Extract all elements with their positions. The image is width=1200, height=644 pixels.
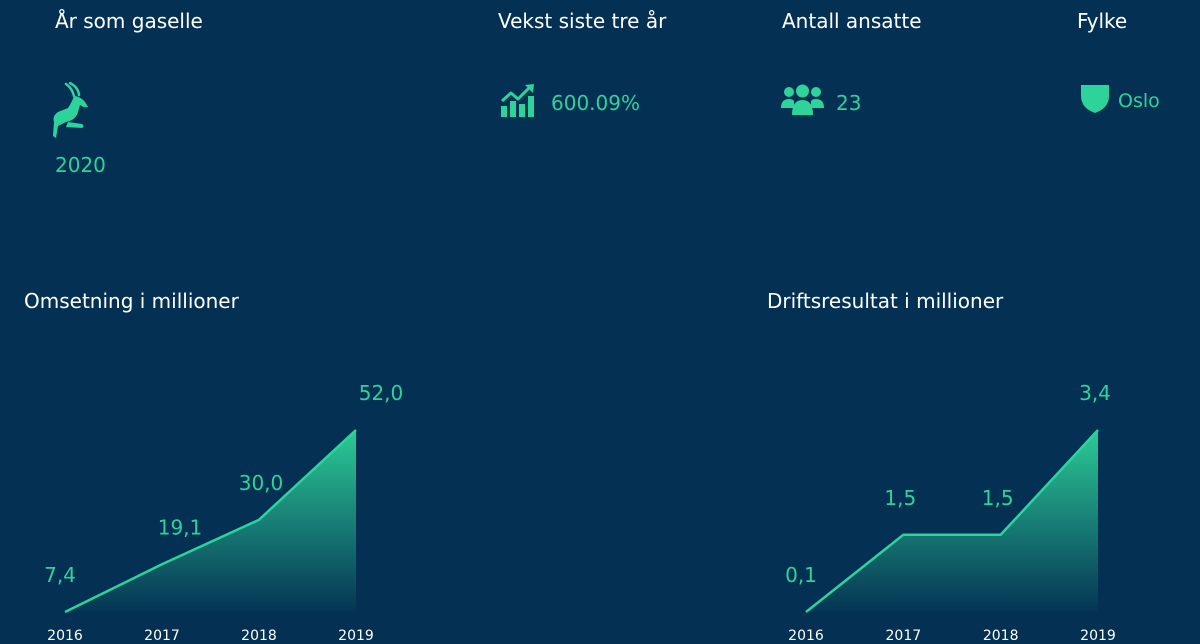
x-tick-label: 2019 xyxy=(338,628,374,644)
area-fill xyxy=(65,430,356,612)
data-label: 30,0 xyxy=(239,471,284,495)
x-tick-label: 2017 xyxy=(144,628,180,644)
people-icon xyxy=(781,84,824,119)
x-tick-label: 2016 xyxy=(47,628,83,644)
data-label: 1,5 xyxy=(982,486,1014,510)
growth-value: 600.09% xyxy=(551,91,640,115)
operating-result-chart-title: Driftsresultat i millioner xyxy=(767,289,1004,313)
data-label: 1,5 xyxy=(884,486,916,510)
gazelle-year-value: 2020 xyxy=(55,153,106,177)
county-label: Fylke xyxy=(1077,9,1128,33)
growth-chart-icon xyxy=(500,83,536,121)
series-line xyxy=(805,429,1099,613)
data-label: 19,1 xyxy=(158,515,203,539)
growth-label: Vekst siste tre år xyxy=(498,9,667,33)
area-fill xyxy=(806,430,1098,612)
revenue-chart-title: Omsetning i millioner xyxy=(24,289,239,313)
series-line xyxy=(64,429,357,614)
data-label: 7,4 xyxy=(44,563,76,587)
gazelle-year-label: År som gaselle xyxy=(55,9,203,33)
x-tick-label: 2019 xyxy=(1080,628,1116,644)
data-label: 52,0 xyxy=(359,381,404,405)
employees-label: Antall ansatte xyxy=(782,9,922,33)
data-label: 3,4 xyxy=(1079,381,1111,405)
gazelle-icon xyxy=(52,81,90,144)
data-label: 0,1 xyxy=(785,563,817,587)
x-tick-label: 2016 xyxy=(788,628,824,644)
employees-value: 23 xyxy=(836,91,862,115)
shield-icon xyxy=(1080,84,1110,118)
x-tick-label: 2018 xyxy=(983,628,1019,644)
x-tick-label: 2018 xyxy=(241,628,277,644)
county-value: Oslo xyxy=(1118,90,1160,112)
x-tick-label: 2017 xyxy=(886,628,922,644)
